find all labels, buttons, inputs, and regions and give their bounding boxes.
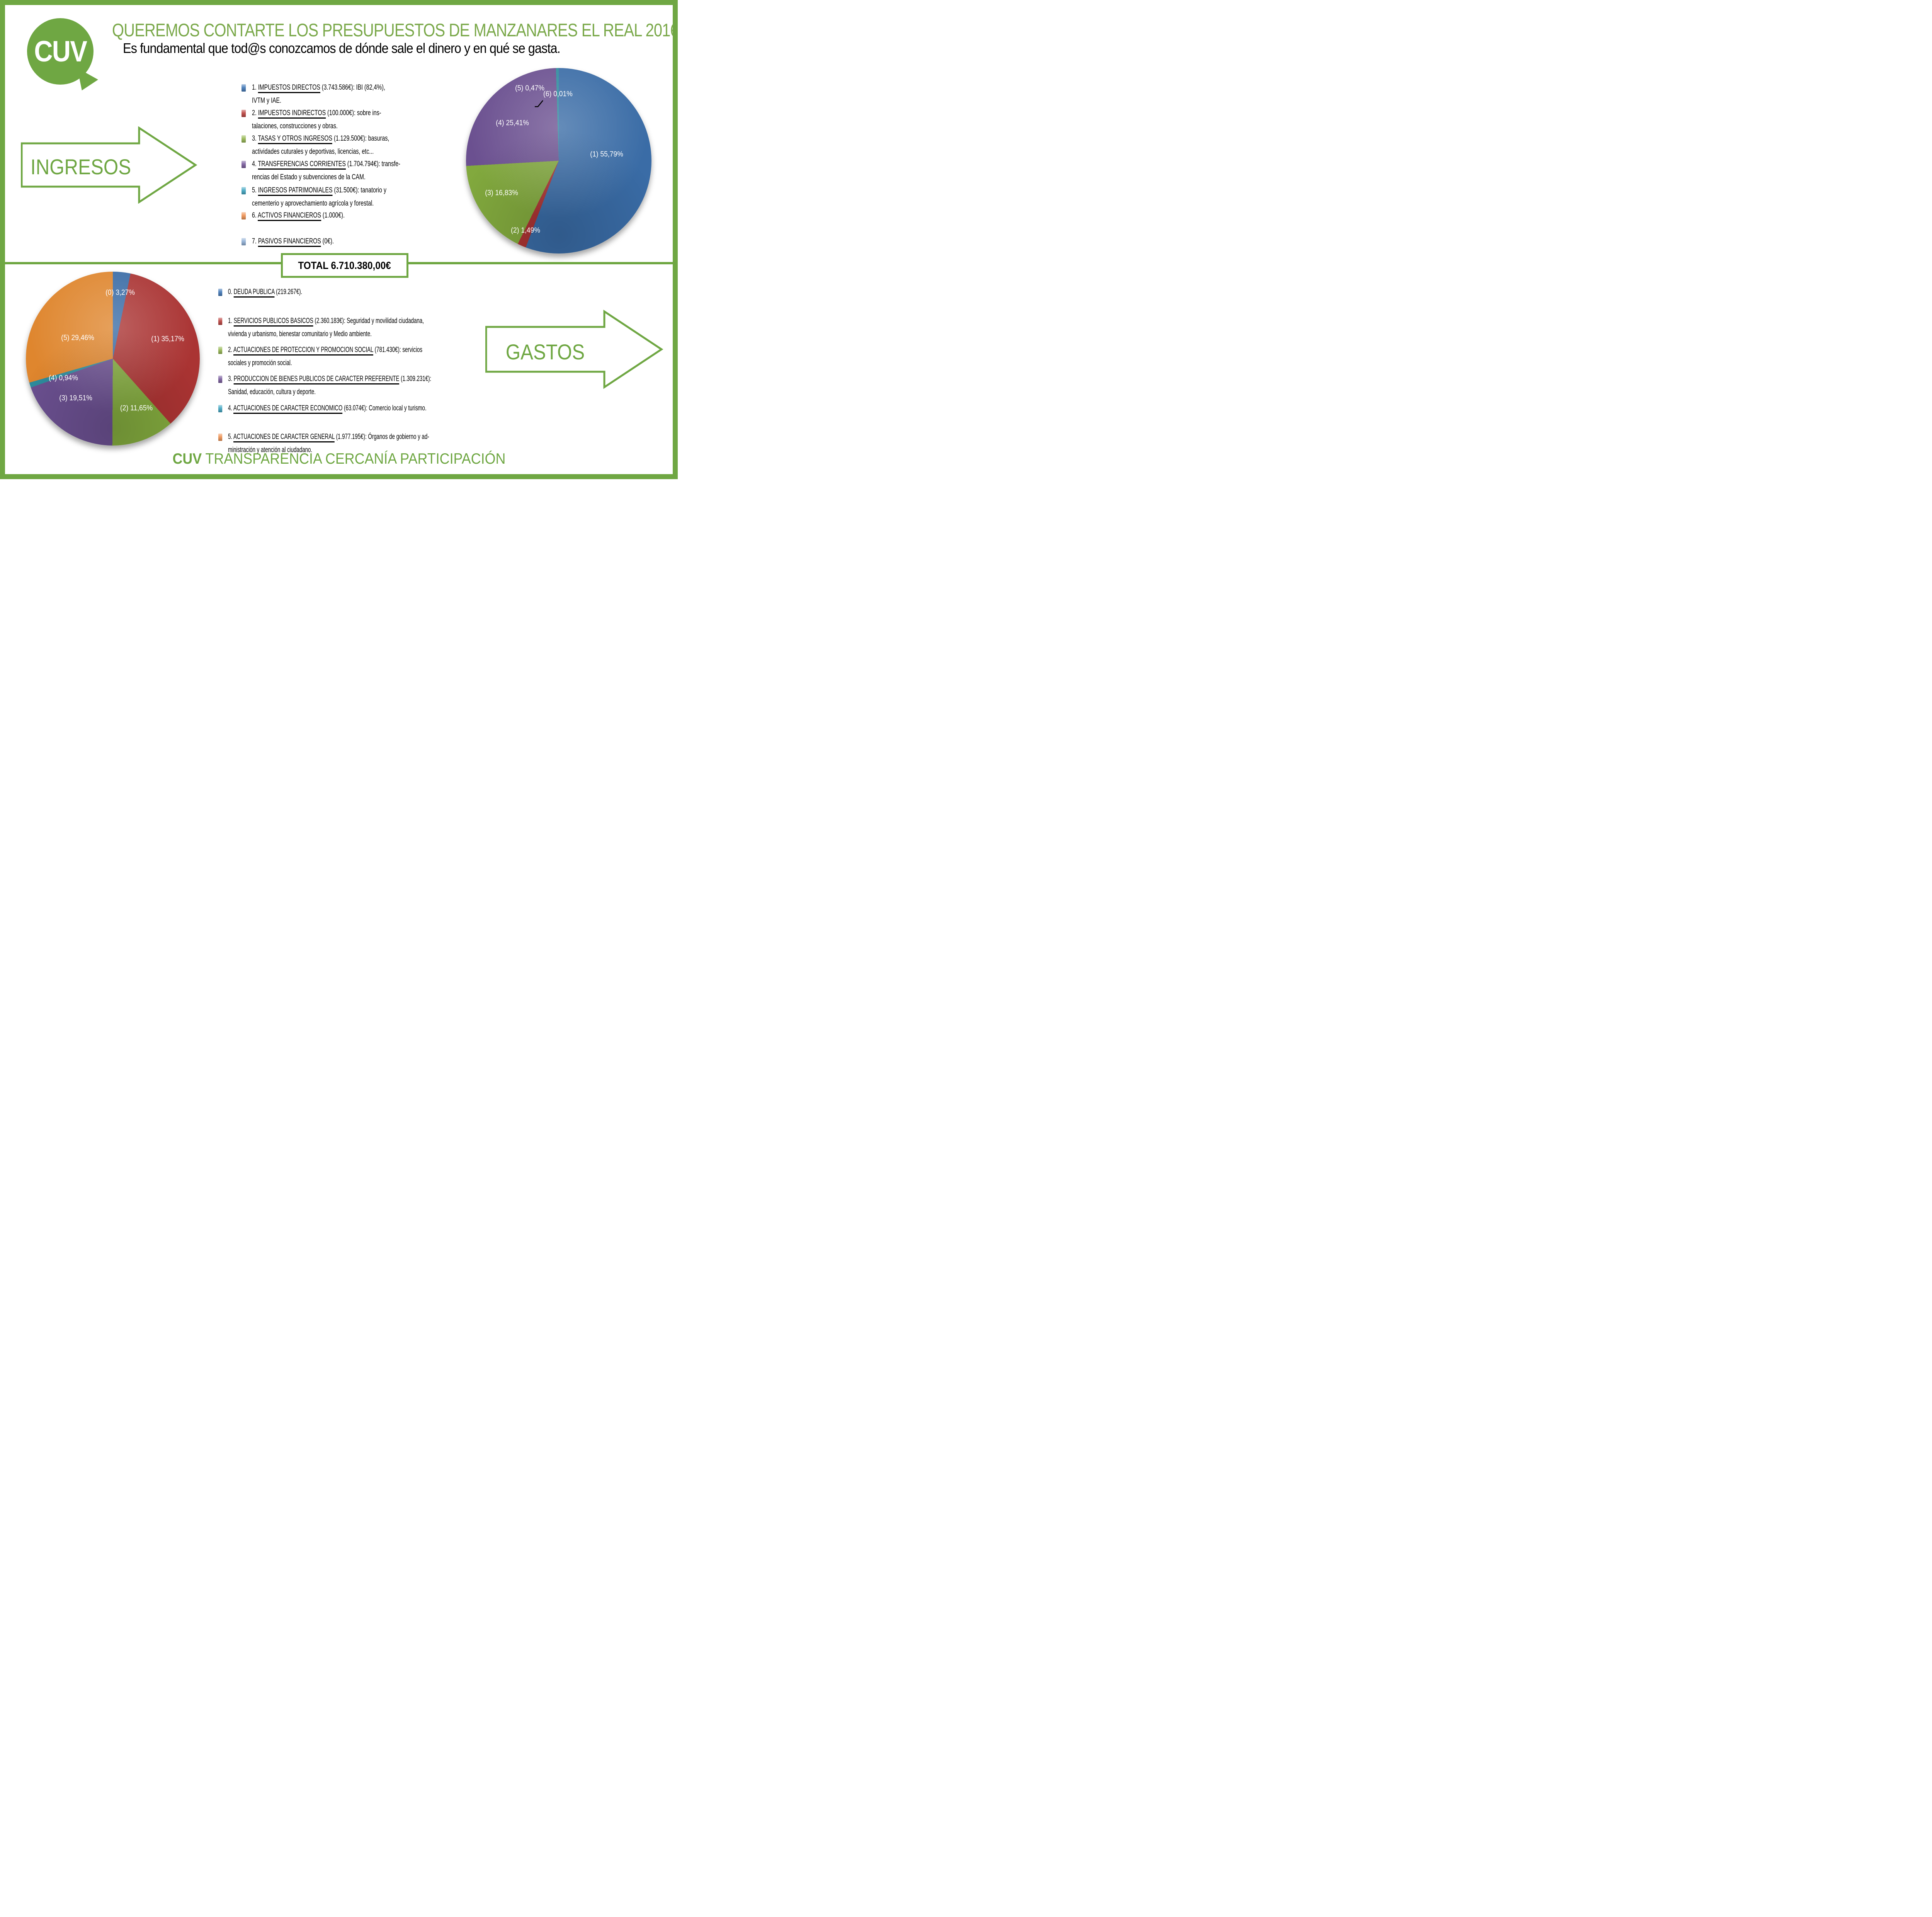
cuv-logo: CUV: [27, 18, 94, 85]
pie-label: (5) 0,47%: [515, 84, 544, 92]
legend-item: 7. PASIVOS FINANCIEROS (0€).: [242, 235, 426, 248]
legend-item: 4. ACTUACIONES DE CARACTER ECONOMICO (63…: [218, 402, 461, 415]
arrow-right-icon: [21, 126, 197, 204]
page-subtitle: Es fundamental que tod@s conozcamos de d…: [123, 40, 561, 56]
legend-item-text: 4. ACTUACIONES DE CARACTER ECONOMICO (63…: [228, 404, 427, 414]
legend-item: 6. ACTIVOS FINANCIEROS (1.000€).: [242, 209, 426, 222]
total-label: TOTAL 6.710.380,00€: [298, 259, 391, 271]
pie-label: (1) 35,17%: [151, 335, 184, 343]
expense-legend: 0. DEUDA PUBLICA (219.267€). 1. SERVICIOS…: [218, 280, 461, 466]
pie-label: (5) 29,46%: [61, 334, 94, 342]
legend-item: 0. DEUDA PUBLICA (219.267€).: [218, 286, 461, 299]
pie-label: (6) 0,01%: [543, 90, 573, 98]
legend-item-text: 5. ACTUACIONES DE CARACTER GENERAL (1.97…: [228, 433, 429, 454]
legend-item-text: 3. PRODUCCION DE BIENES PUBLICOS DE CARA…: [228, 375, 432, 396]
pie-label: (2) 11,65%: [120, 404, 153, 412]
footer-brand: CUV: [172, 451, 202, 467]
legend-item-text: 4. TRANSFERENCIAS CORRIENTES (1.704.794€…: [252, 160, 400, 181]
legend-bullet-icon: [218, 347, 223, 354]
legend-bullet-icon: [218, 376, 223, 383]
legend-item: 4. TRANSFERENCIAS CORRIENTES (1.704.794€…: [242, 158, 426, 184]
legend-item: 5. ACTUACIONES DE CARACTER GENERAL (1.97…: [218, 430, 461, 457]
legend-item: 3. PRODUCCION DE BIENES PUBLICOS DE CARA…: [218, 373, 461, 399]
ingresos-arrow-label: INGRESOS: [30, 155, 131, 179]
pie-label: (3) 16,83%: [485, 189, 518, 197]
ingresos-arrow: INGRESOS: [21, 126, 199, 204]
legend-bullet-icon: [218, 434, 223, 441]
legend-item-text: 3. TASAS Y OTROS INGRESOS (1.129.500€): …: [252, 134, 389, 156]
pie-label: (4) 25,41%: [496, 119, 529, 127]
legend-bullet-icon: [242, 84, 246, 92]
total-box: TOTAL 6.710.380,00€: [281, 253, 408, 278]
legend-bullet-icon: [218, 405, 223, 412]
legend-bullet-icon: [218, 318, 223, 325]
legend-item: 1. SERVICIOS PUBLICOS BASICOS (2.360.183…: [218, 315, 461, 341]
gastos-arrow: GASTOS: [485, 309, 664, 390]
legend-item: 1. IMPUESTOS DIRECTOS (3.743.586€): IBI …: [242, 81, 426, 107]
pie-label: (0) 3,27%: [105, 289, 135, 297]
cuv-logo-text: CUV: [34, 35, 87, 68]
arrow-right-icon: [485, 310, 663, 389]
legend-bullet-icon: [242, 238, 246, 245]
gastos-arrow-label: GASTOS: [505, 340, 585, 364]
footer-text: CUV TRANSPARENCIA CERCANÍA PARTICIPACIÓN: [172, 451, 505, 468]
legend-item-text: 7. PASIVOS FINANCIEROS (0€).: [252, 237, 334, 247]
legend-bullet-icon: [242, 135, 246, 143]
pie-label: (1) 55,79%: [590, 150, 623, 158]
legend-bullet-icon: [218, 289, 223, 296]
footer-rest: TRANSPARENCIA CERCANÍA PARTICIPACIÓN: [201, 451, 505, 467]
legend-bullet-icon: [242, 110, 246, 117]
legend-bullet-icon: [242, 212, 246, 219]
legend-item-text: 1. IMPUESTOS DIRECTOS (3.743.586€): IBI …: [252, 83, 385, 105]
page-title: QUEREMOS CONTARTE LOS PRESUPUESTOS DE MA…: [112, 20, 678, 40]
income-pie-chart: (1) 55,79% (2) 1,49% (3) 16,83% (4) 25,4…: [466, 68, 651, 253]
footer-slogan: CUV TRANSPARENCIA CERCANÍA PARTICIPACIÓN: [0, 451, 678, 468]
legend-item-text: 1. SERVICIOS PUBLICOS BASICOS (2.360.183…: [228, 317, 424, 338]
expense-pie-chart: (0) 3,27% (1) 35,17% (2) 11,65% (3) 19,5…: [26, 272, 200, 446]
income-legend: 1. IMPUESTOS DIRECTOS (3.743.586€): IBI …: [242, 75, 426, 257]
pie-label: (3) 19,51%: [59, 394, 92, 402]
legend-item-text: 2. IMPUESTOS INDIRECTOS (100.000€): sobr…: [252, 109, 381, 130]
legend-item-text: 2. ACTUACIONES DE PROTECCION Y PROMOCION…: [228, 346, 423, 367]
callout-line-icon: [535, 100, 543, 107]
legend-item: 3. TASAS Y OTROS INGRESOS (1.129.500€): …: [242, 132, 426, 158]
legend-item: 2. IMPUESTOS INDIRECTOS (100.000€): sobr…: [242, 107, 426, 133]
legend-bullet-icon: [242, 187, 246, 194]
legend-item: 5. INGRESOS PATRIMONIALES (31.500€): tan…: [242, 184, 426, 210]
infographic: CUV QUEREMOS CONTARTE LOS PRESUPUESTOS D…: [0, 0, 678, 479]
legend-item-text: 0. DEUDA PUBLICA (219.267€).: [228, 288, 302, 298]
pie-label: (2) 1,49%: [511, 226, 540, 235]
legend-item-text: 5. INGRESOS PATRIMONIALES (31.500€): tan…: [252, 186, 386, 208]
legend-item-text: 6. ACTIVOS FINANCIEROS (1.000€).: [252, 211, 345, 221]
legend-bullet-icon: [242, 161, 246, 168]
pie-label: (4) 0,94%: [49, 374, 78, 382]
legend-item: 2. ACTUACIONES DE PROTECCION Y PROMOCION…: [218, 344, 461, 370]
